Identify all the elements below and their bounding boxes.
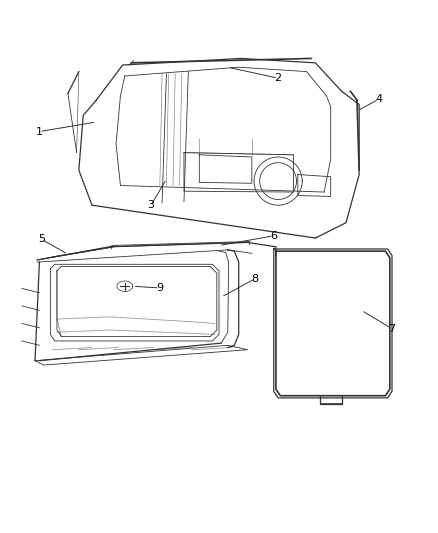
Text: 3: 3 xyxy=(148,200,155,210)
Text: 6: 6 xyxy=(270,231,277,241)
Text: 4: 4 xyxy=(375,94,382,104)
Text: 8: 8 xyxy=(251,274,258,284)
Text: 9: 9 xyxy=(156,283,163,293)
Text: 5: 5 xyxy=(38,235,45,244)
Text: 1: 1 xyxy=(36,127,43,136)
Text: 2: 2 xyxy=(275,73,282,83)
Text: 7: 7 xyxy=(389,324,396,334)
